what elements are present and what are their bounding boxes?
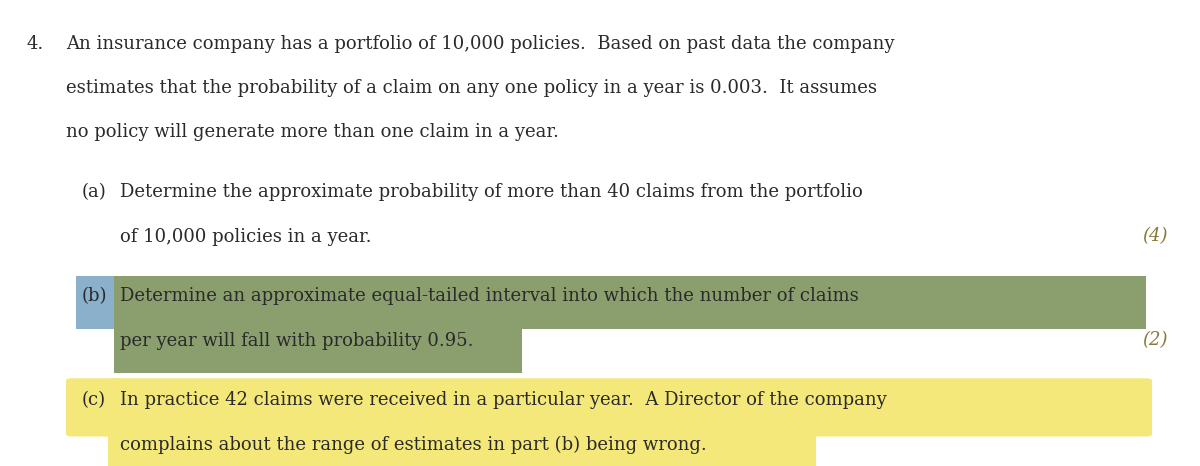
FancyBboxPatch shape <box>76 275 1146 329</box>
Text: (a): (a) <box>82 183 107 201</box>
Text: Determine the approximate probability of more than 40 claims from the portfolio: Determine the approximate probability of… <box>120 183 863 201</box>
Text: (2): (2) <box>1142 331 1168 350</box>
Text: no policy will generate more than one claim in a year.: no policy will generate more than one cl… <box>66 123 559 142</box>
Text: (4): (4) <box>1142 227 1168 246</box>
FancyBboxPatch shape <box>76 275 114 329</box>
Text: complains about the range of estimates in part (b) being wrong.: complains about the range of estimates i… <box>120 436 707 454</box>
FancyBboxPatch shape <box>108 423 816 466</box>
Text: An insurance company has a portfolio of 10,000 policies.  Based on past data the: An insurance company has a portfolio of … <box>66 35 894 53</box>
Text: In practice 42 claims were received in a particular year.  A Director of the com: In practice 42 claims were received in a… <box>120 391 887 409</box>
Text: estimates that the probability of a claim on any one policy in a year is 0.003. : estimates that the probability of a clai… <box>66 79 877 97</box>
FancyBboxPatch shape <box>66 378 122 437</box>
Text: per year will fall with probability 0.95.: per year will fall with probability 0.95… <box>120 331 474 350</box>
Text: (c): (c) <box>82 391 106 409</box>
Text: 4.: 4. <box>26 35 43 53</box>
FancyBboxPatch shape <box>114 320 522 373</box>
Text: Determine an approximate equal-tailed interval into which the number of claims: Determine an approximate equal-tailed in… <box>120 287 859 305</box>
FancyBboxPatch shape <box>108 378 1152 437</box>
Text: of 10,000 policies in a year.: of 10,000 policies in a year. <box>120 227 372 246</box>
Text: (b): (b) <box>82 287 107 305</box>
